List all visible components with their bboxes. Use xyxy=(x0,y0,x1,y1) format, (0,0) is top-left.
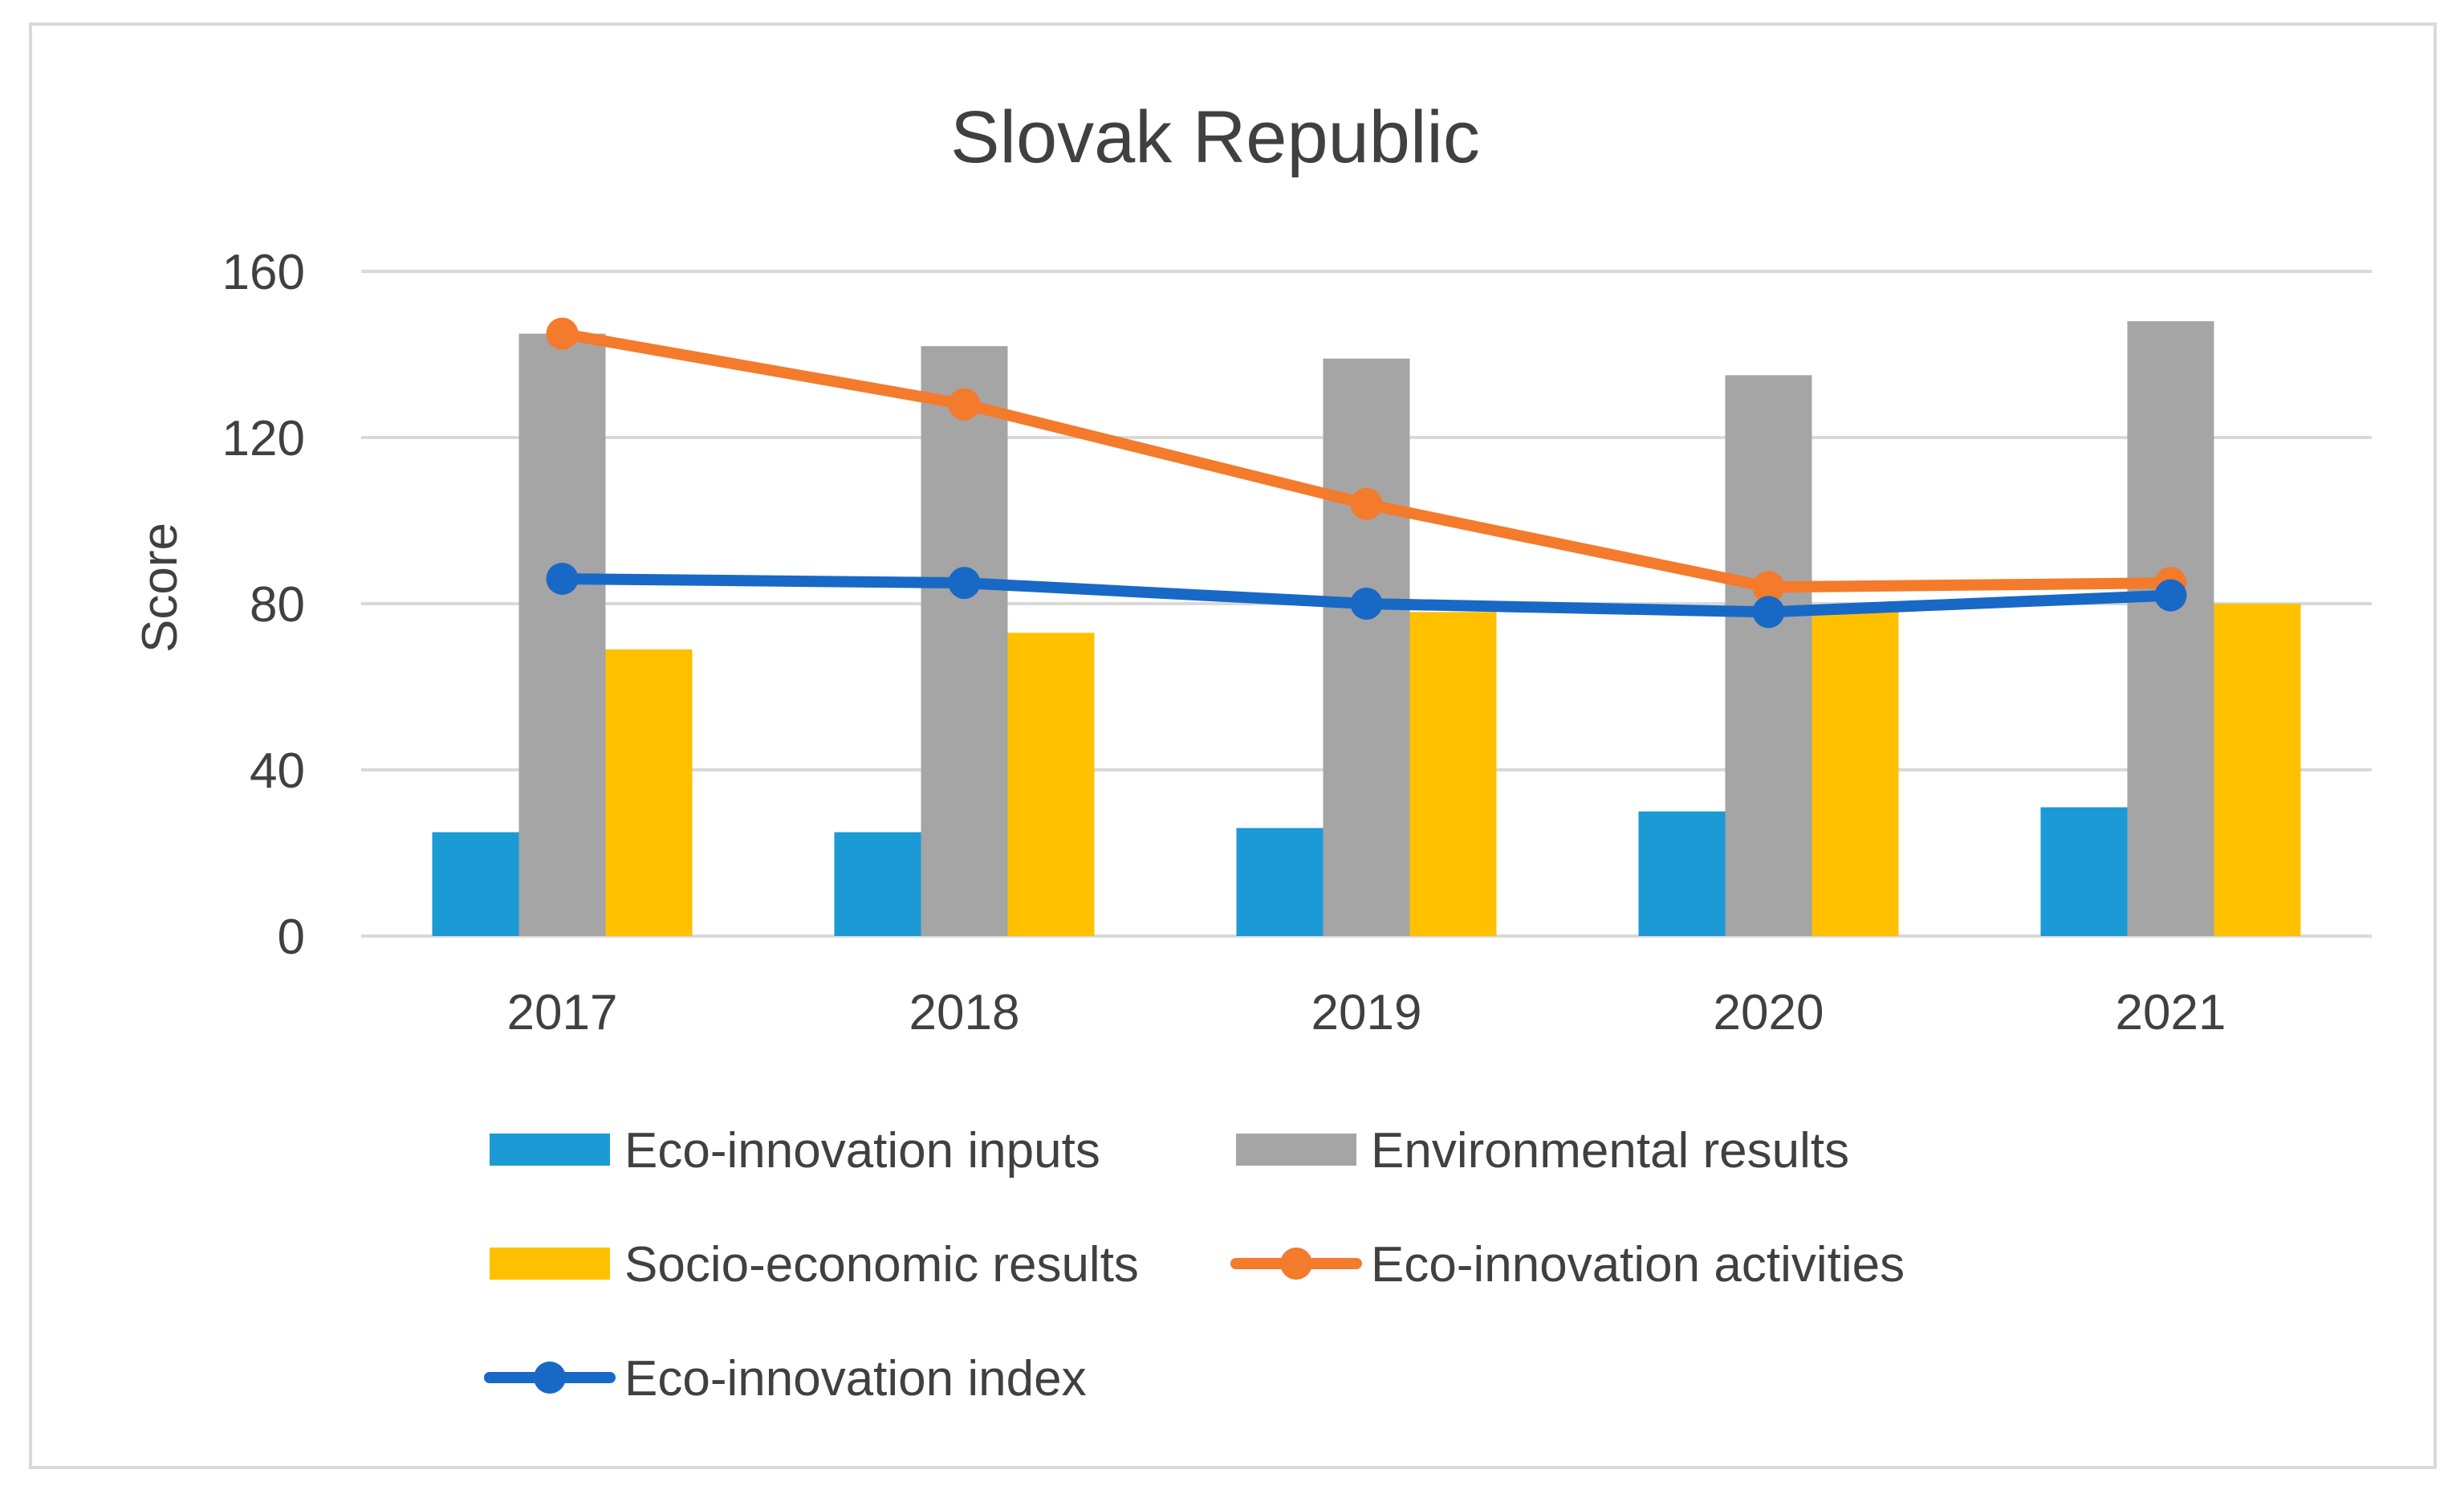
y-tick-label: 80 xyxy=(250,577,305,633)
marker-eco-innovation-index-2017 xyxy=(546,562,579,595)
y-axis-title: Score xyxy=(132,523,188,653)
legend: Eco-innovation inputs Environmental resul… xyxy=(484,1123,1905,1406)
bar-eco-innovation-inputs-2017 xyxy=(432,832,519,936)
legend-swatch-environmental-results xyxy=(1236,1134,1356,1166)
legend-label-eco-innovation-activities: Eco-innovation activities xyxy=(1371,1237,1905,1292)
y-tick-label: 40 xyxy=(250,743,305,799)
x-tick-label: 2019 xyxy=(1311,985,1422,1040)
chart-title: Slovak Republic xyxy=(950,96,1480,178)
legend-label-eco-innovation-inputs: Eco-innovation inputs xyxy=(624,1123,1100,1178)
marker-eco-innovation-index-2019 xyxy=(1350,588,1383,620)
legend-label-environmental-results: Environmental results xyxy=(1371,1123,1849,1178)
marker-eco-innovation-activities-2020 xyxy=(1752,571,1785,604)
legend-swatch-socio-economic-results xyxy=(490,1248,610,1280)
bar-environmental-results-2021 xyxy=(2127,321,2214,937)
bar-eco-innovation-inputs-2018 xyxy=(834,832,921,936)
x-axis-ticks: 2017 2018 2019 2020 2021 xyxy=(507,985,2226,1040)
lines xyxy=(546,317,2187,629)
marker-eco-innovation-index-2018 xyxy=(948,567,981,600)
marker-eco-innovation-index-2020 xyxy=(1752,596,1785,629)
y-tick-label: 0 xyxy=(278,910,305,965)
legend-marker-eco-innovation-index xyxy=(534,1362,566,1394)
bar-environmental-results-2019 xyxy=(1323,358,1410,936)
x-tick-label: 2017 xyxy=(507,985,618,1040)
legend-marker-eco-innovation-activities xyxy=(1280,1248,1312,1280)
bar-environmental-results-2017 xyxy=(518,333,606,936)
y-axis-ticks: 0 40 80 120 160 xyxy=(222,245,305,965)
x-tick-label: 2020 xyxy=(1714,985,1824,1040)
x-tick-label: 2018 xyxy=(909,985,1020,1040)
bar-eco-innovation-inputs-2020 xyxy=(1638,811,1726,936)
y-tick-label: 160 xyxy=(222,245,305,300)
bar-eco-innovation-inputs-2019 xyxy=(1236,828,1323,936)
bar-socio-economic-results-2019 xyxy=(1409,612,1497,936)
bar-socio-economic-results-2021 xyxy=(2214,604,2301,936)
marker-eco-innovation-activities-2019 xyxy=(1350,487,1383,520)
x-tick-label: 2021 xyxy=(2116,985,2226,1040)
marker-eco-innovation-index-2021 xyxy=(2154,579,2187,612)
legend-label-eco-innovation-index: Eco-innovation index xyxy=(624,1351,1087,1406)
bar-environmental-results-2018 xyxy=(921,346,1008,936)
bar-eco-innovation-inputs-2021 xyxy=(2040,807,2128,936)
bar-socio-economic-results-2017 xyxy=(605,649,693,936)
legend-swatch-eco-innovation-inputs xyxy=(490,1134,610,1166)
y-tick-label: 120 xyxy=(222,411,305,466)
bar-socio-economic-results-2018 xyxy=(1007,633,1095,936)
legend-label-socio-economic-results: Socio-economic results xyxy=(624,1237,1139,1292)
marker-eco-innovation-activities-2017 xyxy=(546,317,579,350)
marker-eco-innovation-activities-2018 xyxy=(948,388,981,421)
bar-socio-economic-results-2020 xyxy=(1811,612,1899,936)
bars xyxy=(432,321,2301,937)
bar-environmental-results-2020 xyxy=(1725,375,1812,936)
chart-frame: Slovak Republic Score 0 40 80 120 160 2017 20… xyxy=(29,22,2437,1469)
